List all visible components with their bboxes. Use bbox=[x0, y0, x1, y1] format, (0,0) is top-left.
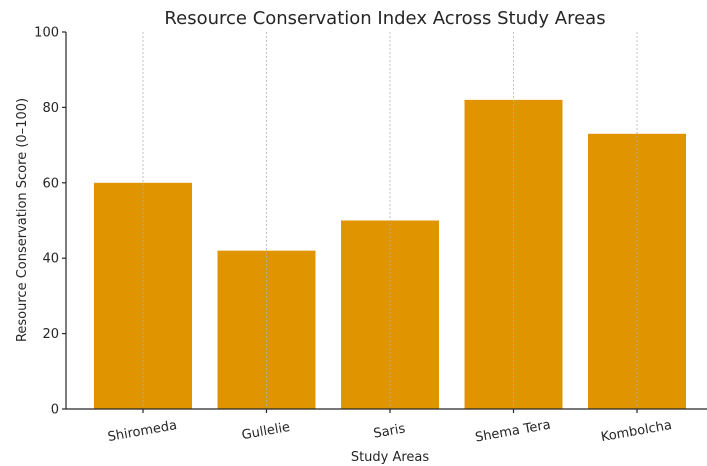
y-tick-label: 100 bbox=[34, 26, 59, 41]
y-tick-label: 0 bbox=[51, 403, 59, 418]
x-axis-label: Study Areas bbox=[351, 450, 430, 465]
x-tick-label: Gullelie bbox=[241, 420, 292, 443]
y-tick-label: 60 bbox=[42, 176, 59, 191]
x-tick-label: Shema Tera bbox=[474, 418, 552, 446]
chart-title: Resource Conservation Index Across Study… bbox=[164, 8, 605, 29]
x-tick-label: Saris bbox=[372, 421, 406, 441]
axes bbox=[65, 32, 707, 410]
y-ticks: 0 20 40 60 80 100 bbox=[34, 26, 66, 418]
y-tick-label: 40 bbox=[42, 252, 59, 267]
x-tick-label: Kombolcha bbox=[600, 418, 673, 445]
bars bbox=[94, 32, 686, 410]
y-axis-label: Resource Conservation Score (0–100) bbox=[15, 98, 30, 342]
x-tick-label: Shiromeda bbox=[107, 418, 179, 445]
bar-shema-tera bbox=[464, 99, 563, 410]
x-ticks: Shiromeda Gullelie Saris Shema Tera Kombolch… bbox=[107, 409, 673, 446]
y-tick-label: 20 bbox=[42, 327, 59, 342]
y-tick-label: 80 bbox=[42, 101, 59, 116]
bar-kombolcha bbox=[588, 133, 686, 410]
